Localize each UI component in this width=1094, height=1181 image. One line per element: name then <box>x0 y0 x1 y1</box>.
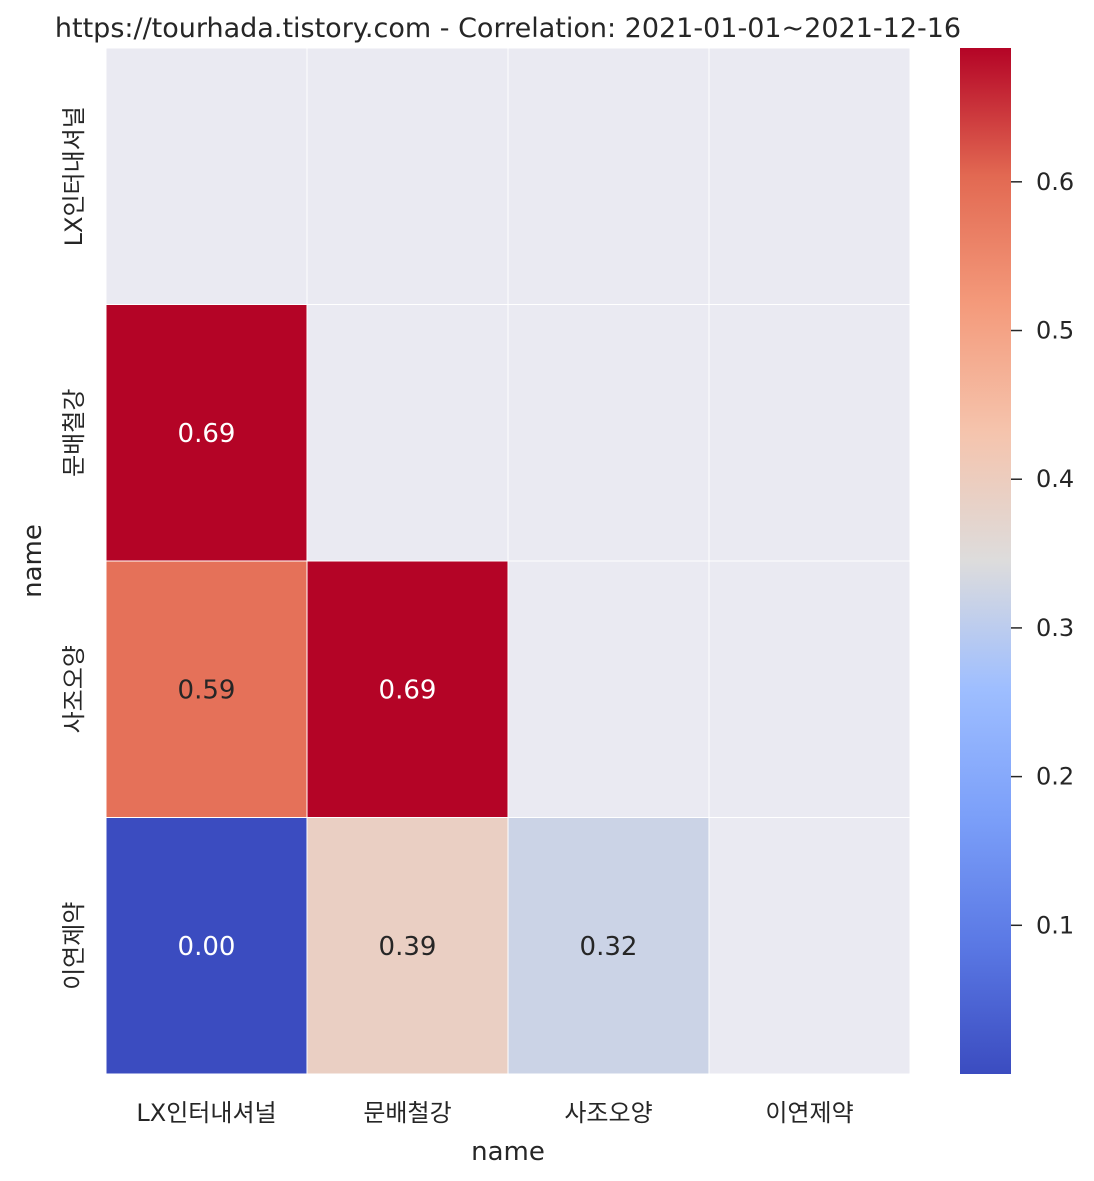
x-tick-label: 문배철강 <box>363 1099 451 1127</box>
x-tick-label: 사조오양 <box>564 1099 652 1127</box>
y-tick-label: 사조오양 <box>60 645 88 733</box>
x-axis-label: name <box>471 1137 545 1167</box>
heatmap-cell-annotation: 0.39 <box>379 932 437 962</box>
y-tick-label: 이연제약 <box>60 902 88 990</box>
y-axis-label: name <box>18 524 48 598</box>
heatmap-cell <box>306 817 509 1075</box>
colorbar-tick-label: 0.3 <box>1036 614 1074 642</box>
colorbar-tick-label: 0.5 <box>1036 317 1074 345</box>
heatmap-cell <box>105 817 308 1075</box>
chart-title: https://tourhada.tistory.com - Correlati… <box>55 13 961 44</box>
heatmap-annotations: 0.69 0.59 0.69 0.00 0.39 0.32 <box>178 419 638 962</box>
heatmap-cells <box>105 47 911 1075</box>
heatmap-cell <box>507 817 710 1075</box>
colorbar <box>960 48 1011 1074</box>
y-tick-label: 문배철강 <box>60 389 88 477</box>
x-tick-label: 이연제약 <box>765 1099 853 1127</box>
colorbar-tick-label: 0.4 <box>1036 465 1074 493</box>
colorbar-tick-label: 0.6 <box>1036 168 1074 196</box>
heatmap-cell-annotation: 0.00 <box>178 932 236 962</box>
heatmap-empty-cell <box>708 817 911 1075</box>
y-tick-label: LX인터내셔널 <box>60 106 88 246</box>
x-tick-label: LX인터내셔널 <box>136 1099 276 1127</box>
heatmap-cell-annotation: 0.69 <box>178 419 236 449</box>
heatmap-cell-annotation: 0.32 <box>580 932 638 962</box>
colorbar-tick-label: 0.2 <box>1036 763 1074 791</box>
colorbar-ticks: 0.1 0.2 0.3 0.4 0.5 0.6 <box>1011 168 1074 939</box>
colorbar-tick-label: 0.1 <box>1036 911 1074 939</box>
heatmap-cell-annotation: 0.59 <box>178 675 236 705</box>
x-tick-labels: LX인터내셔널 문배철강 사조오양 이연제약 <box>136 1099 853 1127</box>
heatmap-cell-annotation: 0.69 <box>379 675 437 705</box>
heatmap-cell <box>105 560 308 818</box>
